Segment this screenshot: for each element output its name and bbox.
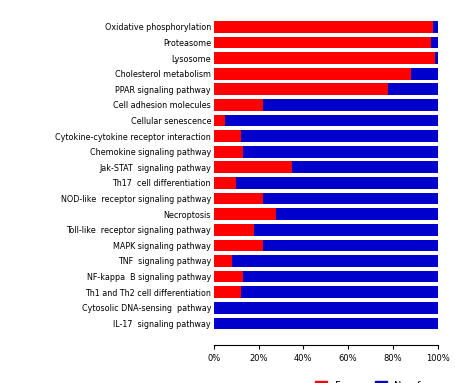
Bar	[254, 224, 438, 236]
Bar	[277, 208, 438, 220]
Bar	[214, 52, 435, 64]
Bar	[292, 162, 438, 173]
Bar	[236, 177, 438, 189]
Bar	[241, 286, 438, 298]
Bar	[431, 37, 438, 48]
Bar	[214, 162, 292, 173]
Bar	[214, 224, 254, 236]
Bar	[214, 37, 431, 48]
Bar	[263, 239, 438, 251]
Bar	[389, 83, 438, 95]
Bar	[435, 52, 438, 64]
Bar	[214, 271, 243, 282]
Bar	[214, 208, 277, 220]
Bar	[214, 21, 433, 33]
Bar	[243, 146, 438, 157]
Bar	[411, 68, 438, 80]
Bar	[214, 130, 241, 142]
Bar	[214, 239, 263, 251]
Bar	[214, 83, 389, 95]
Bar	[225, 115, 438, 126]
Bar	[243, 271, 438, 282]
Bar	[214, 68, 411, 80]
Bar	[214, 115, 225, 126]
Bar	[214, 318, 438, 329]
Bar	[263, 99, 438, 111]
Bar	[232, 255, 438, 267]
Bar	[214, 255, 232, 267]
Bar	[214, 193, 263, 205]
Bar	[263, 193, 438, 205]
Legend: Foamy, Non-foamy: Foamy, Non-foamy	[312, 377, 452, 383]
Bar	[214, 286, 241, 298]
Bar	[214, 99, 263, 111]
Bar	[214, 177, 236, 189]
Bar	[214, 146, 243, 157]
Bar	[433, 21, 438, 33]
Bar	[241, 130, 438, 142]
Bar	[214, 302, 438, 314]
